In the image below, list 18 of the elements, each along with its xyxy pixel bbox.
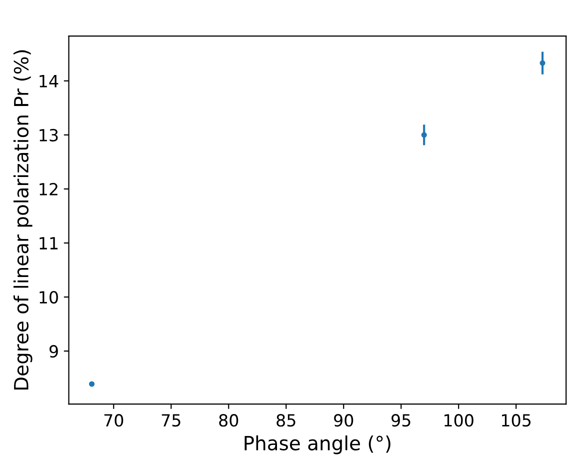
x-axis-title: Phase angle (°) <box>244 435 390 454</box>
y-tick-label: 9 <box>50 345 58 358</box>
x-tick-label: 80 <box>219 414 238 427</box>
y-tick-label: 14 <box>40 75 58 88</box>
x-tick-label: 75 <box>162 414 180 427</box>
x-tick-label: 100 <box>444 414 474 427</box>
x-tick-label: 95 <box>392 414 410 427</box>
x-tick-label: 90 <box>334 414 354 427</box>
y-tick-label: 11 <box>40 237 58 250</box>
y-axis-title: Degree of linear polarization Pr (%) <box>13 50 32 390</box>
x-tick-label: 85 <box>276 414 296 427</box>
y-tick-label: 12 <box>40 182 58 196</box>
x-tick-label: 70 <box>104 414 124 427</box>
point <box>421 132 427 138</box>
point <box>540 60 546 66</box>
y-tick-label: 10 <box>40 290 58 304</box>
x-tick-label: 105 <box>502 414 531 427</box>
y-tick-label: 13 <box>40 128 58 142</box>
